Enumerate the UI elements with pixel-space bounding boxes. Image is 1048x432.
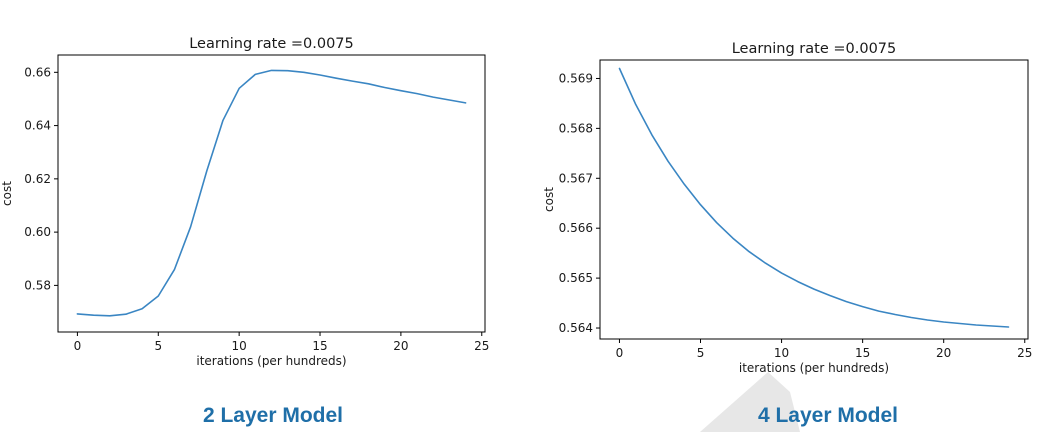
y-tick-label: 0.568 bbox=[559, 121, 593, 135]
y-tick-label: 0.565 bbox=[559, 271, 593, 285]
caption-4-layer-model: 4 Layer Model bbox=[757, 404, 899, 427]
x-tick-label: 5 bbox=[697, 346, 705, 360]
plot-frame bbox=[599, 59, 1029, 340]
x-axis-label: iterations (per hundreds) bbox=[196, 354, 346, 368]
x-tick-label: 15 bbox=[855, 346, 870, 360]
x-axis-label: iterations (per hundreds) bbox=[739, 361, 889, 375]
x-tick-label: 25 bbox=[474, 339, 489, 353]
x-tick-label: 20 bbox=[936, 346, 951, 360]
y-tick-label: 0.564 bbox=[559, 321, 593, 335]
y-tick-label: 0.64 bbox=[24, 119, 51, 133]
cost-series-line bbox=[76, 69, 467, 317]
x-tick-label: 10 bbox=[232, 339, 247, 353]
y-tick-label: 0.62 bbox=[24, 172, 51, 186]
chart-4-layer-model: Learning rate =0.0075 iterations (per hu… bbox=[542, 41, 1032, 375]
y-tick-label: 0.567 bbox=[559, 171, 593, 185]
x-tick-label: 0 bbox=[616, 346, 624, 360]
y-tick-label: 0.66 bbox=[24, 65, 51, 79]
y-axis-label: cost bbox=[0, 181, 14, 206]
y-tick-label: 0.58 bbox=[24, 278, 51, 292]
cost-series-line bbox=[618, 67, 1010, 328]
x-tick-label: 0 bbox=[74, 339, 82, 353]
caption-2-layer-model: 2 Layer Model bbox=[202, 404, 344, 427]
chart-title: Learning rate =0.0075 bbox=[189, 36, 354, 52]
chart-title: Learning rate =0.0075 bbox=[732, 41, 897, 57]
y-tick-label: 0.566 bbox=[559, 221, 593, 235]
x-tick-label: 15 bbox=[312, 339, 327, 353]
y-tick-label: 0.60 bbox=[24, 225, 51, 239]
x-tick-label: 10 bbox=[774, 346, 789, 360]
plot-frame bbox=[57, 54, 486, 333]
y-axis-label: cost bbox=[542, 187, 556, 212]
x-tick-label: 20 bbox=[393, 339, 408, 353]
chart-2-layer-model: Learning rate =0.0075 iterations (per hu… bbox=[0, 36, 489, 368]
x-tick-label: 25 bbox=[1017, 346, 1032, 360]
x-tick-label: 5 bbox=[154, 339, 162, 353]
y-tick-label: 0.569 bbox=[559, 71, 593, 85]
